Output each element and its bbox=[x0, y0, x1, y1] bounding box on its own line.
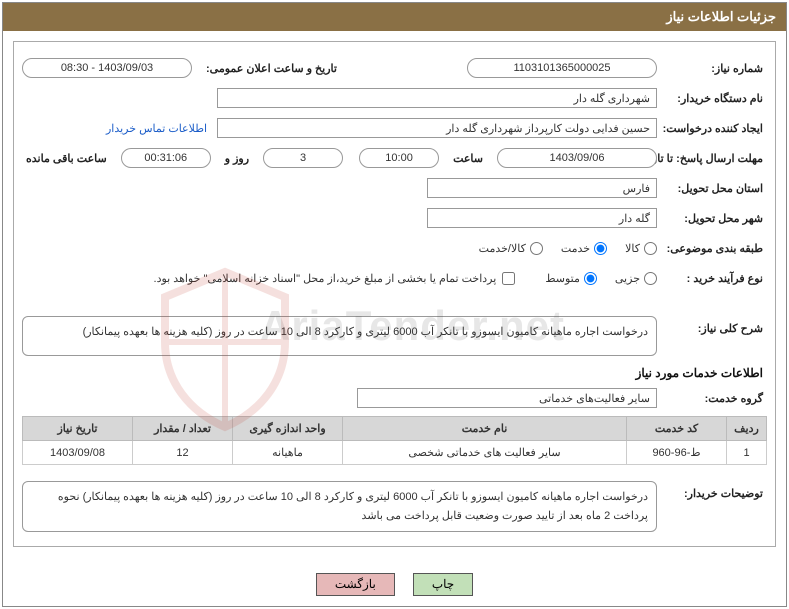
process-radio[interactable] bbox=[584, 272, 597, 285]
days-label: روز و bbox=[221, 152, 253, 165]
city-value: گله دار bbox=[427, 208, 657, 228]
announce-datetime-label: تاریخ و ساعت اعلان عمومی: bbox=[202, 62, 341, 75]
category-radio[interactable] bbox=[644, 242, 657, 255]
remaining-label: ساعت باقی مانده bbox=[22, 152, 111, 165]
process-type-label: نوع فرآیند خرید : bbox=[657, 272, 767, 285]
service-group-value: سایر فعالیت‌های خدماتی bbox=[357, 388, 657, 408]
services-section-title: اطلاعات خدمات مورد نیاز bbox=[26, 366, 763, 380]
days-value: 3 bbox=[263, 148, 343, 168]
category-option[interactable]: کالا bbox=[625, 242, 657, 255]
requester-label: ایجاد کننده درخواست: bbox=[657, 122, 767, 135]
category-radio[interactable] bbox=[594, 242, 607, 255]
form-panel: شماره نیاز: 1103101365000025 تاریخ و ساع… bbox=[13, 41, 776, 547]
services-table: ردیفکد خدمتنام خدمتواحد اندازه گیریتعداد… bbox=[22, 416, 767, 465]
table-header-cell: واحد اندازه گیری bbox=[233, 417, 343, 441]
summary-label: شرح کلی نیاز: bbox=[657, 316, 767, 335]
table-cell: 12 bbox=[133, 441, 233, 465]
province-label: استان محل تحویل: bbox=[657, 182, 767, 195]
table-cell: ط-96-960 bbox=[627, 441, 727, 465]
announce-datetime-value: 1403/09/03 - 08:30 bbox=[22, 58, 192, 78]
category-option[interactable]: کالا/خدمت bbox=[479, 242, 543, 255]
table-cell: ماهیانه bbox=[233, 441, 343, 465]
requester-value: حسین فدایی دولت کارپرداز شهرداری گله دار bbox=[217, 118, 657, 138]
buyer-notes-text: درخواست اجاره ماهیانه کامیون ایسوزو با ت… bbox=[22, 481, 657, 532]
category-label: کالا/خدمت bbox=[479, 242, 526, 255]
process-option[interactable]: جزیی bbox=[615, 272, 657, 285]
table-header-cell: کد خدمت bbox=[627, 417, 727, 441]
table-row: 1ط-96-960سایر فعالیت های خدماتی شخصیماهی… bbox=[23, 441, 767, 465]
deadline-time-label: ساعت bbox=[449, 152, 487, 165]
page-header: جزئیات اطلاعات نیاز bbox=[3, 3, 786, 31]
table-cell: سایر فعالیت های خدماتی شخصی bbox=[343, 441, 627, 465]
service-group-label: گروه خدمت: bbox=[657, 392, 767, 405]
table-header-cell: تعداد / مقدار bbox=[133, 417, 233, 441]
city-label: شهر محل تحویل: bbox=[657, 212, 767, 225]
table-cell: 1 bbox=[727, 441, 767, 465]
table-header-cell: ردیف bbox=[727, 417, 767, 441]
buyer-contact-link[interactable]: اطلاعات تماس خریدار bbox=[106, 122, 207, 135]
deadline-date-value: 1403/09/06 bbox=[497, 148, 657, 168]
print-button[interactable]: چاپ bbox=[413, 573, 473, 596]
table-header-cell: نام خدمت bbox=[343, 417, 627, 441]
process-radio-group: جزیی متوسط bbox=[545, 272, 657, 285]
category-label: خدمت bbox=[561, 242, 590, 255]
buyer-notes-label: توضیحات خریدار: bbox=[657, 481, 767, 500]
table-header-cell: تاریخ نیاز bbox=[23, 417, 133, 441]
summary-text: درخواست اجاره ماهیانه کامیون ایسوزو با ت… bbox=[22, 316, 657, 356]
countdown-value: 00:31:06 bbox=[121, 148, 211, 168]
buyer-org-value: شهرداری گله دار bbox=[217, 88, 657, 108]
category-radio[interactable] bbox=[530, 242, 543, 255]
process-radio[interactable] bbox=[644, 272, 657, 285]
category-radio-group: کالا خدمت کالا/خدمت bbox=[479, 242, 657, 255]
table-cell: 1403/09/08 bbox=[23, 441, 133, 465]
category-label: کالا bbox=[625, 242, 640, 255]
province-value: فارس bbox=[427, 178, 657, 198]
process-label: جزیی bbox=[615, 272, 640, 285]
deadline-label: مهلت ارسال پاسخ: تا تاریخ: bbox=[657, 152, 767, 165]
process-label: متوسط bbox=[545, 272, 580, 285]
process-option[interactable]: متوسط bbox=[545, 272, 597, 285]
treasury-checkbox[interactable] bbox=[502, 272, 515, 285]
need-number-label: شماره نیاز: bbox=[657, 62, 767, 75]
category-option[interactable]: خدمت bbox=[561, 242, 607, 255]
buyer-org-label: نام دستگاه خریدار: bbox=[657, 92, 767, 105]
payment-note-text: پرداخت تمام یا بخشی از مبلغ خرید،از محل … bbox=[154, 272, 497, 285]
need-number-value: 1103101365000025 bbox=[467, 58, 657, 78]
back-button[interactable]: بازگشت bbox=[316, 573, 395, 596]
category-label: طبقه بندی موضوعی: bbox=[657, 242, 767, 255]
deadline-time-value: 10:00 bbox=[359, 148, 439, 168]
